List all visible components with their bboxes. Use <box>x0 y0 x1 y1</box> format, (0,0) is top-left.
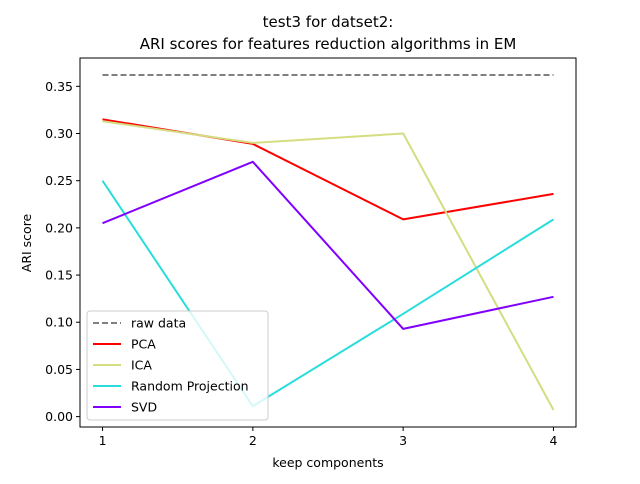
legend-label: PCA <box>131 337 156 352</box>
series-line-random-projection <box>101 180 555 408</box>
x-tick-label: 2 <box>249 433 257 448</box>
y-tick-label: 0.15 <box>45 268 73 283</box>
y-tick-label: 0.25 <box>45 173 73 188</box>
legend-label: ICA <box>131 358 152 373</box>
legend-label: Random Projection <box>131 379 249 394</box>
y-tick-label: 0.35 <box>45 79 73 94</box>
y-tick-label: 0.30 <box>45 126 73 141</box>
series-line-svd <box>102 160 554 330</box>
x-tick-label: 4 <box>549 433 557 448</box>
y-tick-label: 0.10 <box>45 315 73 330</box>
series-line-ica <box>102 120 555 411</box>
y-axis-label: ARI score <box>19 213 34 272</box>
chart-title-line1: test3 for datset2: <box>263 13 394 31</box>
y-tick-label: 0.20 <box>45 220 73 235</box>
legend: raw data PCA ICA Random Projection SVD <box>86 310 269 421</box>
axes-frame <box>79 57 577 428</box>
plot-area: 1 2 3 4 0.00 0.05 0.10 0.15 0.20 0.25 0.30 0.35 raw … <box>45 57 577 448</box>
x-axis-label: keep components <box>272 455 383 470</box>
legend-label: raw data <box>131 316 186 331</box>
y-tick-label: 0.00 <box>45 409 73 424</box>
x-tick-label: 3 <box>399 433 407 448</box>
chart-title-line2: ARI scores for features reduction algori… <box>140 35 517 53</box>
legend-box <box>86 310 269 421</box>
legend-label: SVD <box>131 400 157 415</box>
y-tick-label: 0.05 <box>45 362 73 377</box>
x-tick-label: 1 <box>99 433 107 448</box>
